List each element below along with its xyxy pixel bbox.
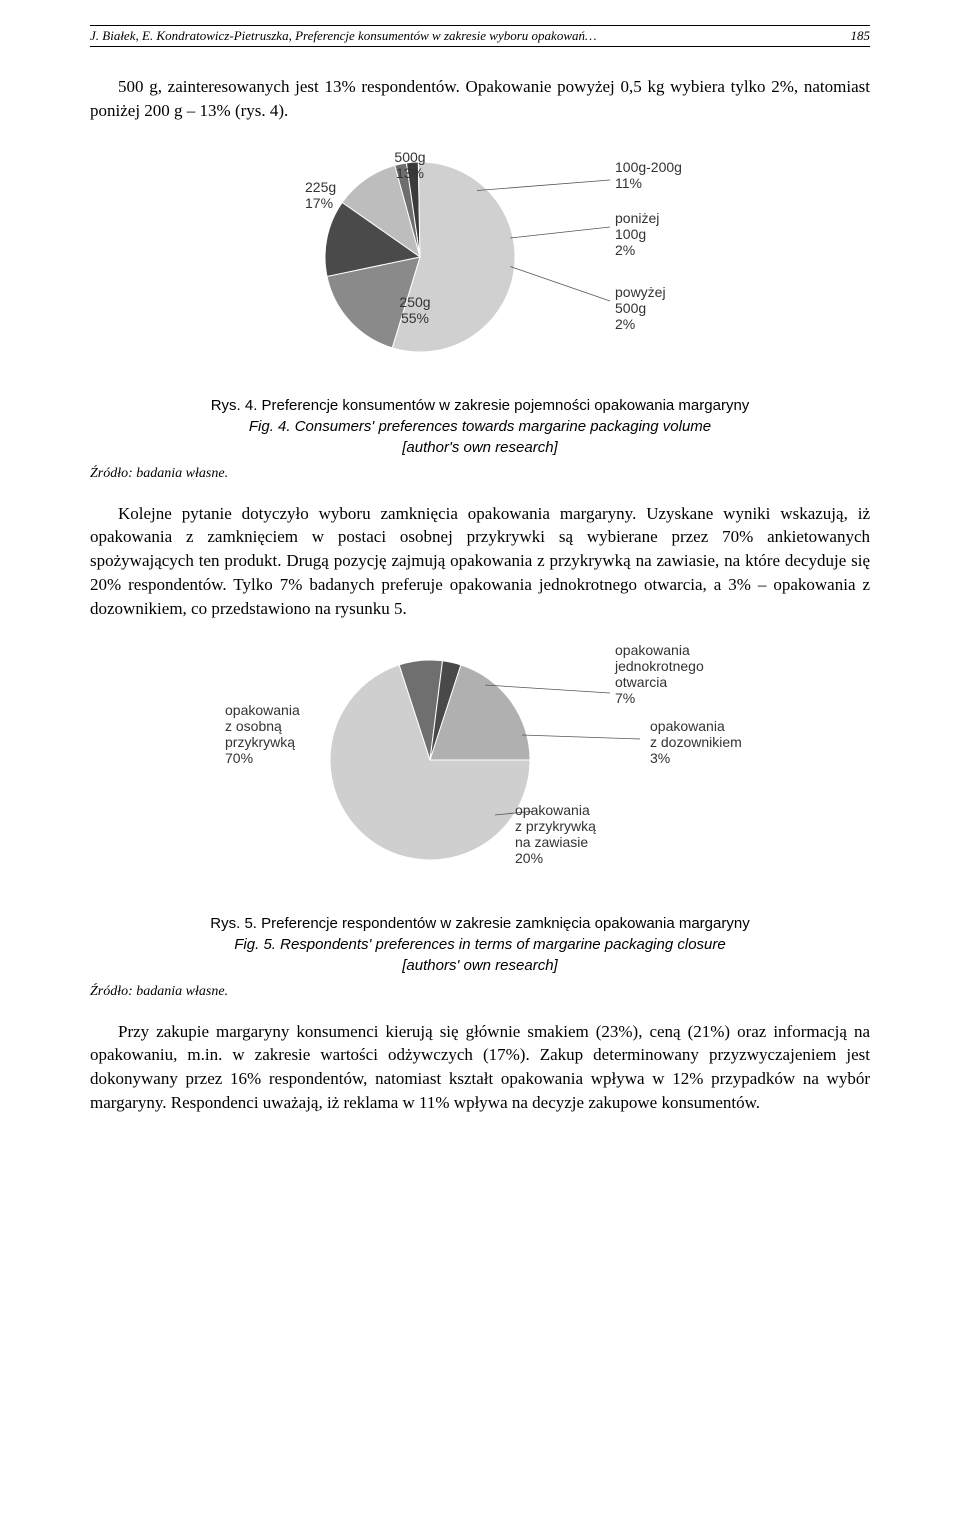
caption-fig-5: Fig. 5. Respondents' preferences in term… bbox=[90, 936, 870, 953]
header-page: 185 bbox=[851, 28, 871, 44]
paragraph-3: Przy zakupie margaryny konsumenci kieruj… bbox=[90, 1020, 870, 1115]
svg-text:poniżej: poniżej bbox=[615, 210, 659, 226]
svg-text:opakowania: opakowania bbox=[515, 802, 590, 818]
svg-text:20%: 20% bbox=[515, 850, 543, 866]
header-left: J. Białek, E. Kondratowicz-Pietruszka, P… bbox=[90, 28, 597, 44]
svg-text:70%: 70% bbox=[225, 750, 253, 766]
svg-text:500g: 500g bbox=[394, 149, 425, 165]
svg-text:2%: 2% bbox=[615, 242, 635, 258]
svg-text:przykrywką: przykrywką bbox=[225, 734, 295, 750]
svg-text:opakowania: opakowania bbox=[225, 702, 300, 718]
svg-text:100g: 100g bbox=[615, 226, 646, 242]
pie-chart-svg: 100g-200g11%poniżej100g2%powyżej500g2%25… bbox=[220, 137, 740, 387]
svg-text:opakowania: opakowania bbox=[615, 642, 690, 658]
caption-fig-4: Fig. 4. Consumers' preferences towards m… bbox=[90, 418, 870, 435]
running-header: J. Białek, E. Kondratowicz-Pietruszka, P… bbox=[90, 25, 870, 47]
paragraph-1: 500 g, zainteresowanych jest 13% respond… bbox=[90, 75, 870, 123]
svg-text:250g: 250g bbox=[399, 294, 430, 310]
svg-text:z dozownikiem: z dozownikiem bbox=[650, 734, 742, 750]
svg-text:500g: 500g bbox=[615, 300, 646, 316]
source-note-1: Źródło: badania własne. bbox=[90, 466, 870, 482]
svg-text:z przykrywką: z przykrywką bbox=[515, 818, 596, 834]
svg-text:powyżej: powyżej bbox=[615, 284, 666, 300]
svg-text:7%: 7% bbox=[615, 690, 635, 706]
caption-fig-4-sub: [author's own research] bbox=[90, 439, 870, 456]
caption-fig-5-sub: [authors' own research] bbox=[90, 957, 870, 974]
svg-text:opakowania: opakowania bbox=[650, 718, 725, 734]
svg-text:100g-200g: 100g-200g bbox=[615, 159, 682, 175]
svg-text:jednokrotnego: jednokrotnego bbox=[614, 658, 704, 674]
svg-text:z osobną: z osobną bbox=[225, 718, 282, 734]
svg-text:11%: 11% bbox=[615, 175, 642, 191]
svg-text:otwarcia: otwarcia bbox=[615, 674, 667, 690]
svg-text:17%: 17% bbox=[305, 195, 333, 211]
source-note-2: Źródło: badania własne. bbox=[90, 984, 870, 1000]
svg-text:55%: 55% bbox=[401, 310, 429, 326]
svg-text:2%: 2% bbox=[615, 316, 635, 332]
svg-text:na zawiasie: na zawiasie bbox=[515, 834, 588, 850]
paragraph-2: Kolejne pytanie dotyczyło wyboru zamknię… bbox=[90, 502, 870, 621]
caption-rys-5: Rys. 5. Preferencje respondentów w zakre… bbox=[90, 915, 870, 932]
svg-text:225g: 225g bbox=[305, 179, 336, 195]
pie-chart-fig5: opakowaniajednokrotnegootwarcia7%opakowa… bbox=[90, 635, 870, 905]
svg-text:13%: 13% bbox=[396, 165, 424, 181]
pie-chart-svg-2: opakowaniajednokrotnegootwarcia7%opakowa… bbox=[170, 635, 790, 905]
pie-chart-fig4: 100g-200g11%poniżej100g2%powyżej500g2%25… bbox=[90, 137, 870, 387]
svg-text:3%: 3% bbox=[650, 750, 670, 766]
caption-rys-4: Rys. 4. Preferencje konsumentów w zakres… bbox=[90, 397, 870, 414]
